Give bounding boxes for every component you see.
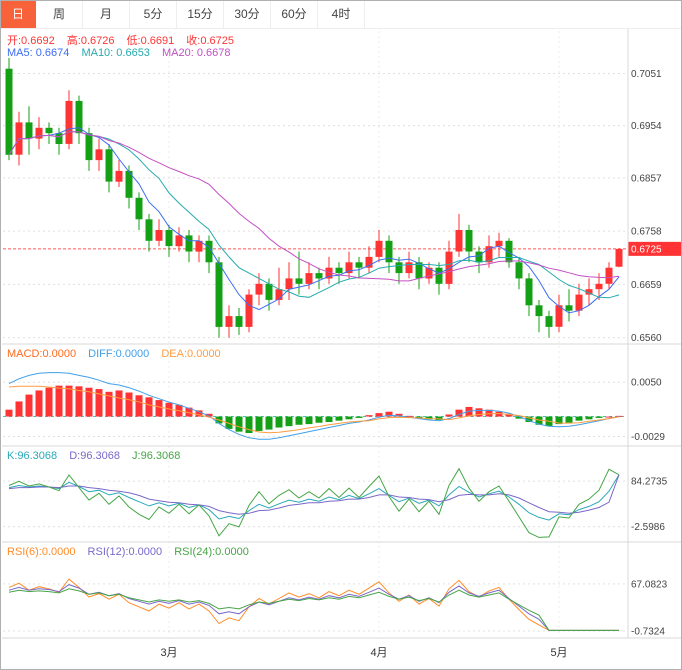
svg-text:0.6758: 0.6758: [631, 227, 662, 238]
tab-30min[interactable]: 30分: [224, 1, 271, 28]
current-price-badge: [628, 241, 681, 256]
tab-15min[interactable]: 15分: [177, 1, 224, 28]
svg-text:-2.5986: -2.5986: [631, 522, 665, 533]
tab-5min[interactable]: 5分: [130, 1, 177, 28]
svg-text:5月: 5月: [550, 647, 567, 659]
svg-text:0.0050: 0.0050: [631, 378, 662, 389]
svg-text:0.6857: 0.6857: [631, 173, 662, 184]
svg-text:0.6659: 0.6659: [631, 280, 662, 291]
tab-week[interactable]: 周: [36, 1, 83, 28]
grid-layer: 0.7051 0.6954 0.6857 0.6758 0.6659 0.6560 0.00…: [3, 31, 668, 637]
svg-text:0.6560: 0.6560: [631, 333, 662, 344]
svg-text:4月: 4月: [370, 647, 387, 659]
tab-4hour[interactable]: 4时: [318, 1, 365, 28]
separators-layer: [2, 28, 681, 639]
tab-month[interactable]: 月: [83, 1, 130, 28]
tab-day[interactable]: 日: [1, 1, 36, 28]
svg-text:0.6725: 0.6725: [631, 244, 662, 255]
svg-text:0.7051: 0.7051: [631, 69, 662, 80]
ma-layer: [8, 127, 620, 314]
svg-text:-0.7324: -0.7324: [631, 626, 665, 637]
macd-layer: [3, 372, 627, 440]
svg-text:3月: 3月: [160, 647, 177, 659]
svg-text:0.6954: 0.6954: [631, 121, 662, 132]
svg-text:-0.0029: -0.0029: [631, 432, 665, 443]
period-tabbar: 日 周 月 5分 15分 30分 60分 4时: [1, 1, 681, 29]
kdj-layer: [8, 467, 620, 538]
svg-text:84.2735: 84.2735: [631, 477, 668, 488]
candles-layer: [5, 57, 623, 338]
axis-labels-layer: 0.6725 3月 4月 5月: [160, 241, 681, 659]
svg-text:67.0823: 67.0823: [631, 579, 668, 590]
tab-60min[interactable]: 60分: [271, 1, 318, 28]
rsi-layer: [8, 578, 619, 631]
